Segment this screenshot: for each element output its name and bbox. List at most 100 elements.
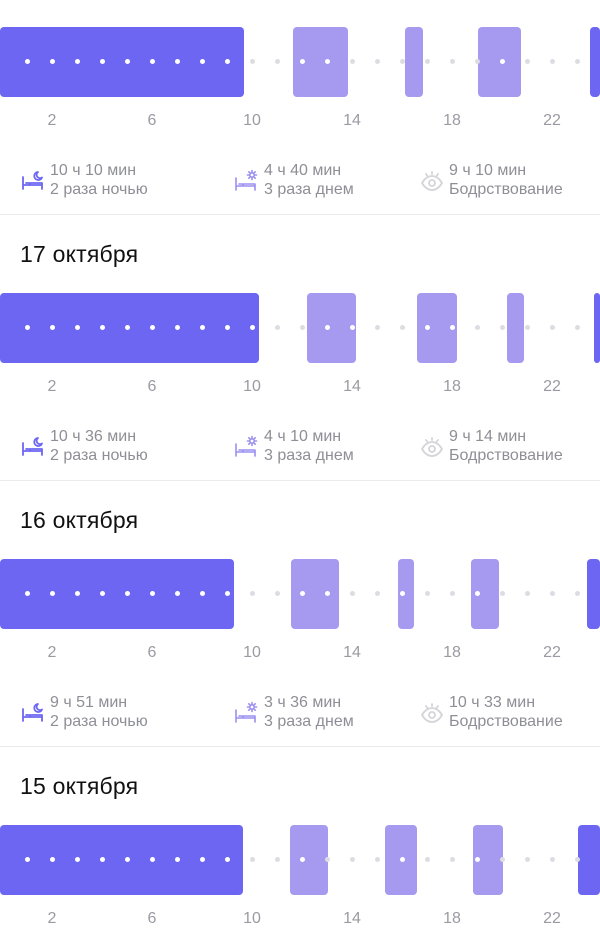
hour-tick: 14 <box>343 910 361 927</box>
hour-axis: 2 6 10 14 18 22 <box>0 112 600 132</box>
hour-dot <box>474 59 480 64</box>
hour-tick: 18 <box>443 644 461 661</box>
hour-dot <box>549 857 555 862</box>
day-nap-segment[interactable] <box>307 293 356 363</box>
hour-dot <box>399 857 405 862</box>
bed-sun-icon <box>235 169 259 193</box>
day-sleep-duration: 4 ч 40 мин <box>264 162 342 179</box>
hour-dot <box>49 591 55 596</box>
awake-label: Бодрствование <box>449 447 563 464</box>
hour-dot <box>524 591 530 596</box>
hour-dot <box>324 59 330 64</box>
hour-dot <box>449 325 455 330</box>
divider <box>0 746 600 747</box>
sleep-timeline[interactable] <box>0 825 600 895</box>
day-nap-segment[interactable] <box>507 293 524 363</box>
hour-dot <box>324 591 330 596</box>
hour-dot <box>324 325 330 330</box>
hour-dot <box>199 325 205 330</box>
hour-dot <box>149 591 155 596</box>
hour-dot <box>474 591 480 596</box>
hour-dot <box>549 325 555 330</box>
hour-tick: 6 <box>147 644 157 661</box>
day-nap-segment[interactable] <box>398 559 414 629</box>
eye-icon <box>420 435 444 459</box>
day-nap-segment[interactable] <box>290 825 328 895</box>
hour-dot <box>249 325 255 330</box>
hour-dot <box>249 591 255 596</box>
hour-dot <box>124 59 130 64</box>
hour-dot <box>374 857 380 862</box>
day-summary: 9 ч 51 мин 2 раза ночью 3 ч 36 мин 3 раз… <box>0 694 600 734</box>
hour-dot <box>524 325 530 330</box>
hour-dot <box>549 591 555 596</box>
hour-tick: 18 <box>443 112 461 129</box>
hour-dot <box>374 59 380 64</box>
hour-dot <box>74 59 80 64</box>
hour-dot <box>399 59 405 64</box>
awake-duration: 9 ч 14 мин <box>449 428 527 445</box>
eye-icon <box>420 169 444 193</box>
bed-moon-icon <box>21 701 45 725</box>
hour-tick: 18 <box>443 378 461 395</box>
hour-dot <box>174 59 180 64</box>
hour-dot <box>24 59 30 64</box>
sleep-timeline[interactable] <box>0 293 600 363</box>
eye-icon <box>420 701 444 725</box>
night-sleep-segment[interactable] <box>587 559 600 629</box>
night-sleep-segment[interactable] <box>0 825 243 895</box>
hour-dot <box>474 325 480 330</box>
hour-tick: 22 <box>543 910 561 927</box>
night-sleep-segment[interactable] <box>0 293 259 363</box>
bed-moon-icon <box>21 169 45 193</box>
sleep-timeline[interactable] <box>0 559 600 629</box>
hour-dot <box>424 59 430 64</box>
day-sleep-count: 3 раза днем <box>264 713 354 730</box>
hour-axis: 2 6 10 14 18 22 <box>0 378 600 398</box>
hour-dot <box>274 591 280 596</box>
hour-dot <box>249 59 255 64</box>
hour-tick: 22 <box>543 112 561 129</box>
hour-dot <box>199 591 205 596</box>
hour-dot <box>149 857 155 862</box>
day-nap-segment[interactable] <box>291 559 339 629</box>
awake-duration: 10 ч 33 мин <box>449 694 536 711</box>
awake-duration: 9 ч 10 мин <box>449 162 527 179</box>
hour-dot <box>149 325 155 330</box>
hour-dot <box>199 59 205 64</box>
night-sleep-duration: 10 ч 36 мин <box>50 428 137 445</box>
hour-tick: 22 <box>543 378 561 395</box>
night-sleep-segment[interactable] <box>0 27 244 97</box>
hour-dot <box>449 857 455 862</box>
hour-dot <box>224 325 230 330</box>
hour-tick: 22 <box>543 644 561 661</box>
night-sleep-segment[interactable] <box>594 293 600 363</box>
day-nap-segment[interactable] <box>405 27 423 97</box>
hour-tick: 10 <box>243 644 261 661</box>
night-sleep-segment[interactable] <box>578 825 600 895</box>
night-sleep-segment[interactable] <box>590 27 600 97</box>
hour-tick: 10 <box>243 378 261 395</box>
hour-dot <box>99 59 105 64</box>
hour-dot <box>74 325 80 330</box>
hour-tick: 14 <box>343 112 361 129</box>
hour-dot <box>74 857 80 862</box>
hour-dot <box>524 59 530 64</box>
bed-sun-icon <box>235 701 259 725</box>
hour-dot <box>324 857 330 862</box>
night-sleep-count: 2 раза ночью <box>50 713 148 730</box>
hour-dot <box>399 325 405 330</box>
hour-dot <box>549 59 555 64</box>
hour-dot <box>399 591 405 596</box>
hour-dot <box>499 591 505 596</box>
hour-dot <box>449 591 455 596</box>
hour-dot <box>574 325 580 330</box>
night-sleep-duration: 9 ч 51 мин <box>50 694 128 711</box>
hour-dot <box>49 325 55 330</box>
hour-tick: 2 <box>47 644 57 661</box>
sleep-timeline[interactable] <box>0 27 600 97</box>
night-sleep-segment[interactable] <box>0 559 234 629</box>
hour-tick: 10 <box>243 910 261 927</box>
hour-dot <box>499 59 505 64</box>
day-title: 16 октября <box>20 507 139 533</box>
